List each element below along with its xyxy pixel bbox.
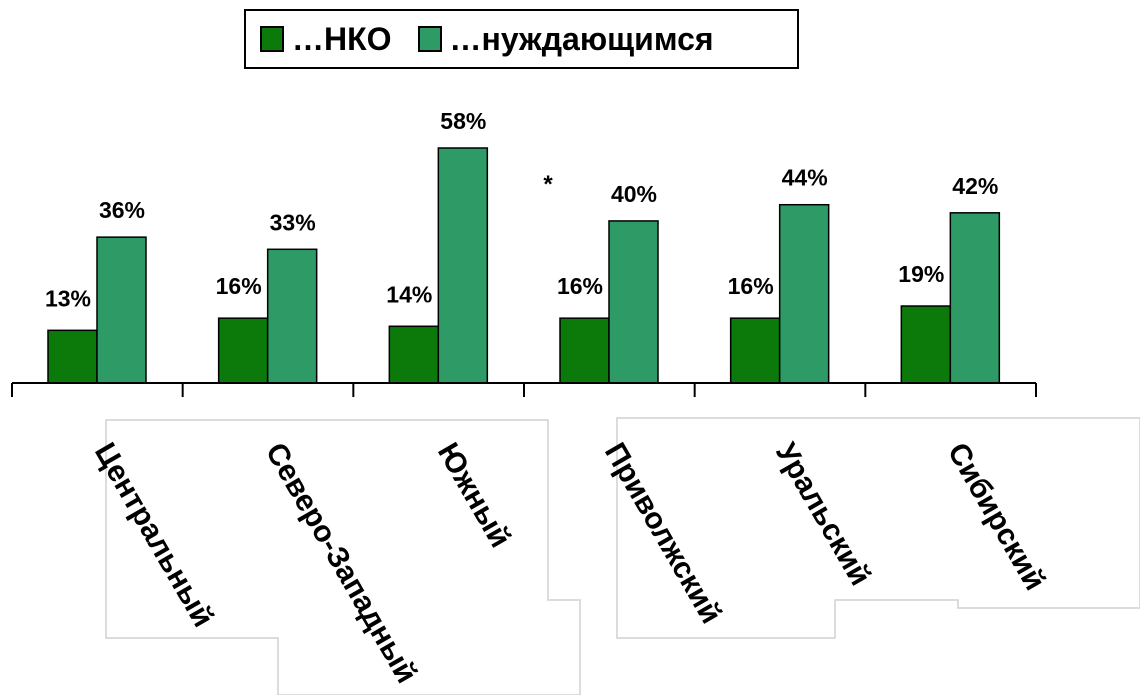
bar-needy-1	[266, 248, 318, 384]
data-label-nko-2: 14%	[386, 281, 432, 307]
bar-nko-4	[729, 317, 781, 384]
bar-needy-5	[949, 212, 1001, 384]
legend: …НКО …нуждающимся	[244, 9, 799, 69]
data-label-needy-3: 40%	[611, 181, 657, 207]
legend-item-nko: …НКО	[260, 21, 392, 58]
data-label-needy-4: 44%	[782, 165, 828, 191]
category-panel-left	[105, 419, 581, 695]
data-label-nko-1: 16%	[216, 273, 262, 299]
bars-layer	[47, 147, 1001, 384]
bar-needy-3	[608, 220, 659, 384]
annotation-asterisk: *	[543, 171, 553, 198]
bar-nko-3	[559, 317, 610, 384]
bar-nko-5	[900, 305, 952, 384]
legend-label-needy: …нуждающимся	[449, 20, 714, 57]
data-label-needy-0: 36%	[99, 197, 145, 223]
bar-needy-4	[778, 203, 830, 384]
axis-layer	[11, 382, 1037, 397]
data-label-needy-2: 58%	[440, 108, 486, 134]
bar-needy-2	[437, 147, 489, 384]
legend-swatch-nko	[260, 26, 284, 52]
data-label-nko-5: 19%	[898, 261, 944, 287]
bar-nko-2	[388, 325, 440, 384]
data-label-nko-4: 16%	[728, 273, 774, 299]
category-panel-right	[616, 417, 1140, 639]
bar-needy-0	[96, 236, 147, 384]
legend-item-needy: …нуждающимся	[417, 20, 714, 58]
data-label-nko-0: 13%	[45, 285, 91, 311]
bar-nko-0	[47, 329, 98, 384]
data-label-nko-3: 16%	[557, 273, 603, 299]
data-label-needy-1: 33%	[270, 209, 316, 235]
bar-nko-1	[217, 317, 269, 384]
data-label-needy-5: 42%	[952, 173, 998, 199]
legend-label-nko: …НКО	[292, 20, 392, 57]
legend-swatch-needy	[417, 26, 442, 52]
